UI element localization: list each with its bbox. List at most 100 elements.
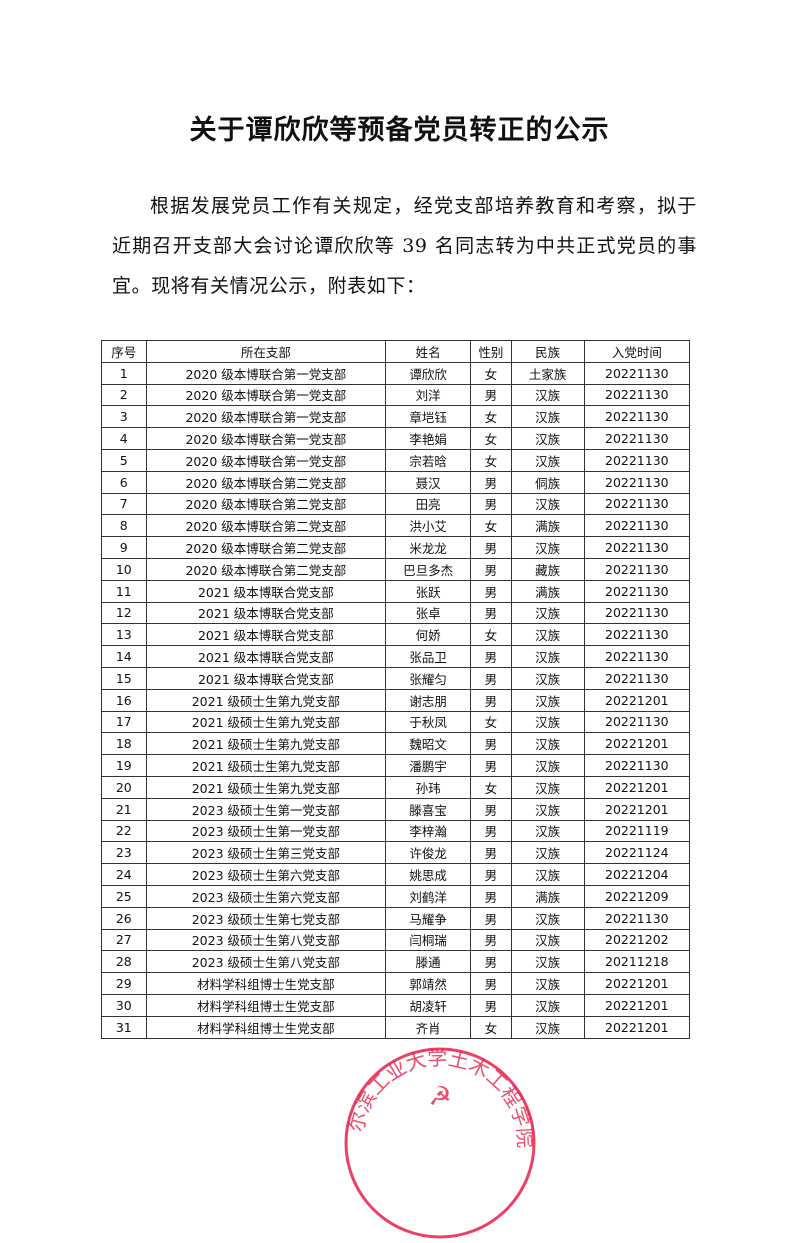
row-join-date: 20221201 [583, 972, 691, 995]
row-index: 14 [101, 645, 147, 668]
row-name: 于秋凤 [385, 710, 472, 734]
row-name: 许俊龙 [385, 841, 472, 865]
row-branch: 2020 级本博联合第二党支部 [145, 536, 387, 559]
row-ethnicity: 汉族 [510, 972, 585, 995]
row-branch: 材料学科组博士生党支部 [145, 1015, 387, 1039]
table-row: 30 材料学科组博士生党支部 胡凌轩男汉族 20221201 [101, 993, 691, 1017]
row-name: 何娇 [385, 623, 472, 647]
row-name: 潘鹏宇 [385, 754, 472, 777]
announcement-paragraph: 根据发展党员工作有关规定，经党支部培养教育和考察，拟于近期召开支部大会讨论谭欣欣… [112, 195, 697, 297]
row-join-date: 20221130 [583, 710, 691, 734]
table-row: 18 2021 级硕士生第九党支部 魏昭文男汉族 20221201 [101, 732, 691, 756]
row-gender: 男 [470, 993, 512, 1017]
row-gender: 男 [470, 863, 512, 886]
row-join-date: 20221130 [583, 470, 691, 494]
row-ethnicity: 汉族 [510, 906, 585, 930]
row-branch: 2020 级本博联合第二党支部 [145, 492, 387, 516]
row-join-date: 20221130 [583, 754, 691, 777]
row-branch: 2023 级硕士生第六党支部 [145, 884, 387, 908]
table-row: 12 2021 级本博联合党支部 张卓男汉族 20221130 [101, 601, 691, 625]
row-gender: 男 [470, 601, 512, 625]
row-name: 齐肖 [385, 1015, 472, 1039]
row-join-date: 20221130 [583, 405, 691, 429]
row-join-date: 20221201 [583, 775, 691, 799]
row-branch: 2021 级硕士生第九党支部 [145, 710, 387, 734]
row-branch: 2023 级硕士生第八党支部 [145, 928, 387, 952]
row-name: 孙玮 [385, 775, 472, 799]
row-name: 马耀争 [385, 906, 472, 930]
row-ethnicity: 汉族 [510, 841, 585, 865]
table-row: 22 2023 级硕士生第一党支部 李梓瀚男汉族 20221119 [101, 819, 691, 843]
row-gender: 女 [470, 361, 512, 385]
row-index: 28 [101, 950, 147, 974]
row-gender: 女 [470, 514, 512, 538]
row-name: 闫桐瑞 [385, 928, 472, 952]
table-row: 29 材料学科组博士生党支部 郭靖然男汉族 20221201 [101, 972, 691, 995]
row-join-date: 20221130 [583, 492, 691, 516]
row-ethnicity: 汉族 [510, 623, 585, 647]
row-name: 刘鹤洋 [385, 884, 472, 908]
row-join-date: 20221130 [583, 623, 691, 647]
table-row: 4 2020 级本博联合第一党支部 李艳娟女汉族 20221130 [101, 427, 691, 450]
table-row: 8 2020 级本博联合第二党支部 洪小艾女满族 20221130 [101, 514, 691, 538]
row-branch: 2023 级硕士生第七党支部 [145, 906, 387, 930]
row-gender: 女 [470, 1015, 512, 1039]
row-index: 25 [101, 884, 147, 908]
row-gender: 男 [470, 383, 512, 407]
header-index: 序号 [101, 340, 147, 363]
row-join-date: 20221201 [583, 732, 691, 756]
row-index: 2 [101, 383, 147, 407]
row-branch: 2020 级本博联合第一党支部 [145, 448, 387, 472]
row-index: 1 [101, 361, 147, 385]
table-row: 14 2021 级本博联合党支部 张品卫男汉族 20221130 [101, 645, 691, 668]
row-join-date: 20221130 [583, 361, 691, 385]
row-name: 郭靖然 [385, 972, 472, 995]
row-branch: 2020 级本博联合第一党支部 [145, 427, 387, 450]
row-name: 章垲钰 [385, 405, 472, 429]
row-gender: 男 [470, 819, 512, 843]
table-row: 6 2020 级本博联合第二党支部 聂汉男侗族 20221130 [101, 470, 691, 494]
row-branch: 2020 级本博联合第二党支部 [145, 514, 387, 538]
row-name: 李艳娟 [385, 427, 472, 450]
row-name: 洪小艾 [385, 514, 472, 538]
row-index: 27 [101, 928, 147, 952]
row-name: 聂汉 [385, 470, 472, 494]
row-gender: 男 [470, 557, 512, 581]
table-row: 28 2023 级硕士生第八党支部 滕通男汉族 20211218 [101, 950, 691, 974]
row-name: 张品卫 [385, 645, 472, 668]
row-ethnicity: 汉族 [510, 383, 585, 407]
row-ethnicity: 汉族 [510, 928, 585, 952]
svg-text:☭: ☭ [428, 1082, 451, 1112]
row-join-date: 20221201 [583, 688, 691, 712]
row-gender: 男 [470, 950, 512, 974]
row-ethnicity: 汉族 [510, 993, 585, 1017]
row-branch: 2021 级本博联合党支部 [145, 645, 387, 668]
table-row: 26 2023 级硕士生第七党支部 马耀争男汉族 20221130 [101, 906, 691, 930]
row-gender: 男 [470, 754, 512, 777]
row-join-date: 20221201 [583, 993, 691, 1017]
row-ethnicity: 汉族 [510, 666, 585, 690]
row-ethnicity: 汉族 [510, 863, 585, 886]
row-ethnicity: 藏族 [510, 557, 585, 581]
row-ethnicity: 汉族 [510, 710, 585, 734]
row-name: 谢志朋 [385, 688, 472, 712]
row-branch: 2021 级硕士生第九党支部 [145, 754, 387, 777]
table-row: 27 2023 级硕士生第八党支部 闫桐瑞男汉族 20221202 [101, 928, 691, 952]
row-name: 巴旦多杰 [385, 557, 472, 581]
row-ethnicity: 汉族 [510, 405, 585, 429]
row-ethnicity: 侗族 [510, 470, 585, 494]
row-branch: 2021 级本博联合党支部 [145, 666, 387, 690]
row-gender: 男 [470, 884, 512, 908]
row-index: 20 [101, 775, 147, 799]
table-row: 3 2020 级本博联合第一党支部 章垲钰女汉族 20221130 [101, 405, 691, 429]
row-name: 张耀匀 [385, 666, 472, 690]
row-ethnicity: 汉族 [510, 732, 585, 756]
row-join-date: 20221119 [583, 819, 691, 843]
row-join-date: 20221209 [583, 884, 691, 908]
row-name: 张跃 [385, 579, 472, 603]
row-index: 29 [101, 972, 147, 995]
header-name: 姓名 [385, 340, 472, 363]
row-gender: 男 [470, 906, 512, 930]
official-seal: 尔滨工业大学土木工程学院 ☭ [344, 1046, 537, 1239]
row-join-date: 20221130 [583, 427, 691, 450]
